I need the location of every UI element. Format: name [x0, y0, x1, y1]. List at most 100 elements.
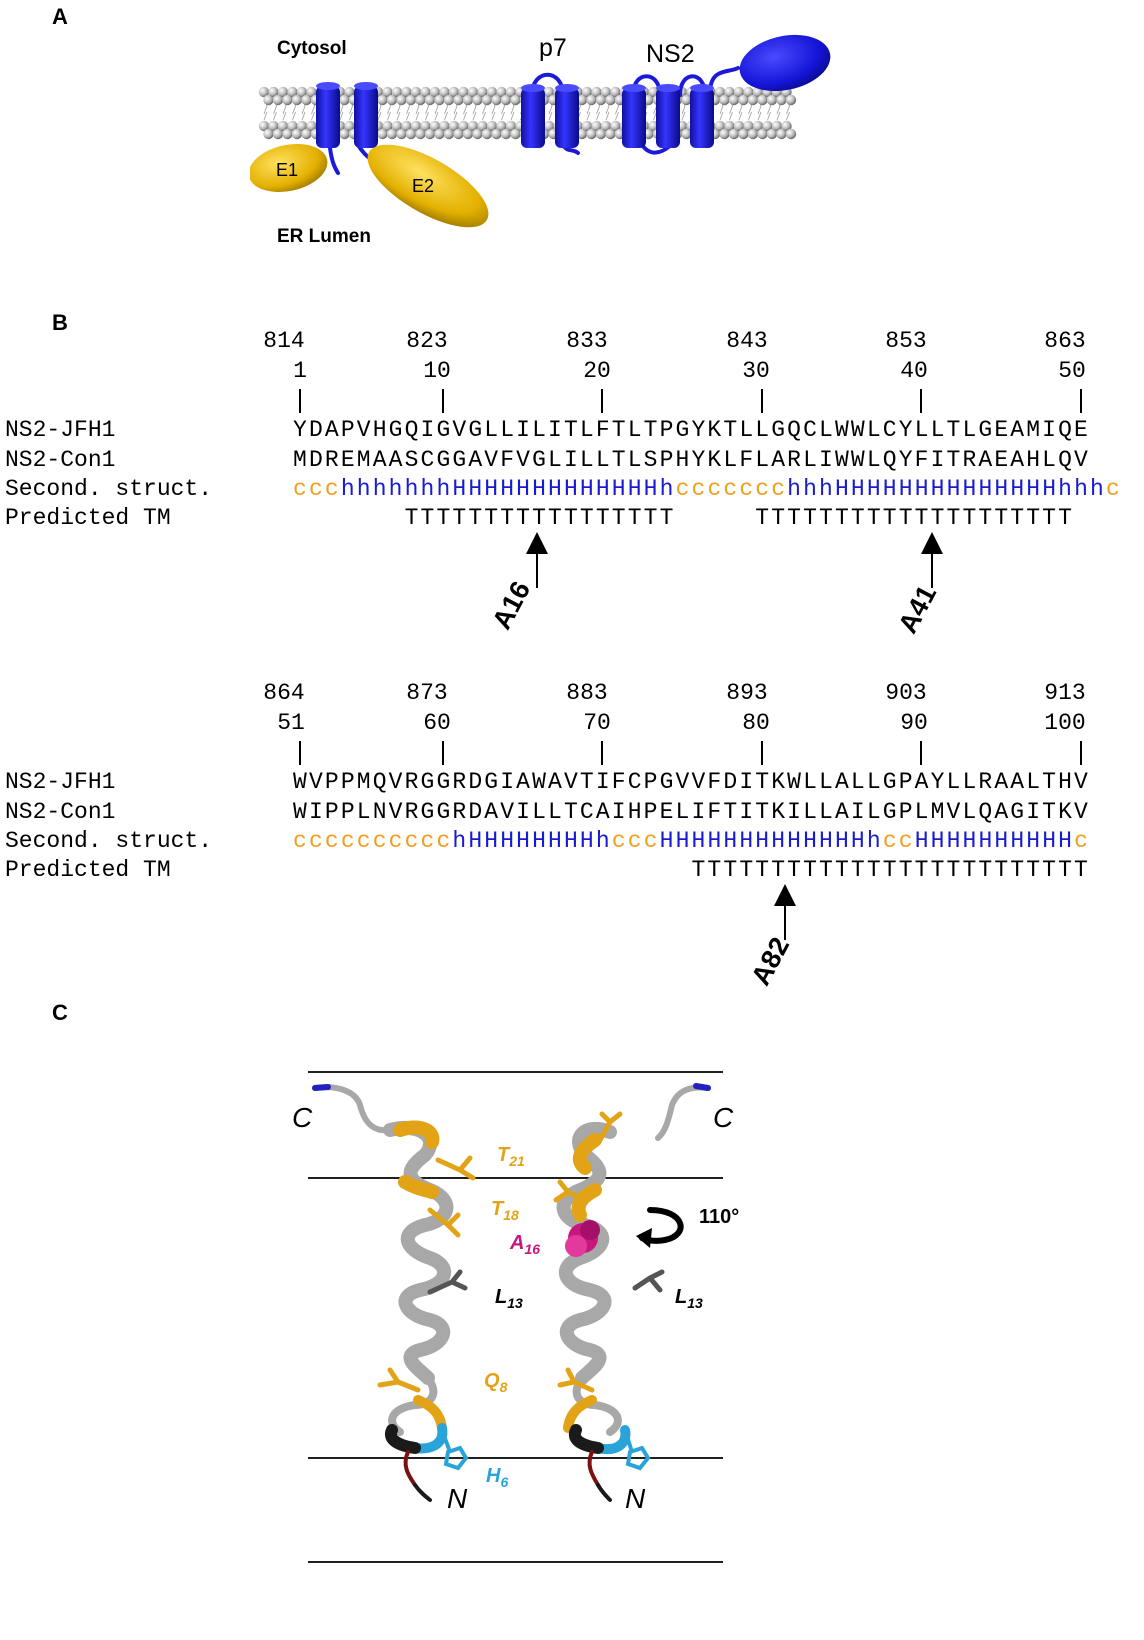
- position-tick: [442, 741, 444, 765]
- lipid-head: [287, 86, 298, 98]
- row-label-secondary-structure: Second. struct.: [5, 828, 213, 854]
- lipid-head: [386, 128, 398, 140]
- left-sidechain-t21: [435, 1155, 476, 1181]
- lipid-head: [776, 128, 787, 140]
- position-tick: [761, 389, 763, 413]
- lipid-head: [500, 94, 512, 106]
- lipid-head: [306, 120, 317, 132]
- position-tick: [442, 389, 444, 413]
- sequence-con1: MDREMAASCGGAVFVGLILLTLSPHYKLFLARLIWWLQYF…: [293, 447, 1090, 473]
- left-sidechain-l13: [427, 1269, 468, 1295]
- position-tick: [920, 389, 922, 413]
- lipid-head: [434, 94, 445, 106]
- left-sidechain-h6: [440, 1429, 469, 1471]
- p7-tm-helix-2: [555, 84, 579, 148]
- lipid-head: [453, 94, 464, 106]
- lipid-head: [396, 128, 407, 140]
- lipid-head: [595, 94, 607, 106]
- lipid-head: [600, 120, 612, 132]
- position-tick: [920, 741, 922, 765]
- lipid-head: [296, 120, 308, 132]
- lipid-head: [747, 94, 759, 106]
- lipid-head: [500, 128, 512, 140]
- lipid-head: [263, 94, 274, 106]
- right-c-terminus-label: C: [713, 1102, 734, 1133]
- cytosol-label: Cytosol: [277, 38, 347, 59]
- residue-number-bottom: 1: [293, 358, 307, 384]
- residue-number-top: 893: [726, 680, 768, 706]
- p7-tm-helix-1: [521, 84, 545, 148]
- lipid-head: [439, 86, 450, 98]
- lipid-head: [595, 128, 607, 140]
- panel-c-label: C: [52, 1000, 68, 1025]
- lipid-head: [586, 94, 597, 106]
- lipid-head: [377, 128, 388, 140]
- lipid-head: [420, 120, 431, 132]
- lipid-head: [282, 128, 293, 140]
- lipid-head: [391, 120, 403, 132]
- lipid-head: [757, 94, 768, 106]
- residue-label-a16: A16: [510, 1232, 541, 1257]
- lipid-head: [477, 86, 488, 98]
- predicted-tm: TTTTTTTTTTTTTTTTT TTTTTTTTTTTTTTTTTTTT: [293, 505, 1075, 531]
- row-label-jfh1: NS2-JFH1: [5, 769, 116, 795]
- lipid-head: [339, 128, 350, 140]
- position-tick: [601, 389, 603, 413]
- lipid-head: [458, 120, 469, 132]
- lipid-head: [258, 120, 270, 132]
- lipid-head: [344, 86, 355, 98]
- lipid-head: [462, 128, 474, 140]
- coil-segment: cc: [882, 828, 915, 854]
- residue-number-top: 864: [263, 680, 305, 706]
- e1-label: E1: [276, 160, 299, 180]
- lipid-head: [415, 94, 426, 106]
- right-sidechain-l13: [632, 1269, 665, 1293]
- lipid-head: [301, 128, 312, 140]
- helix-segment: HHHHHHHHHH: [914, 828, 1075, 854]
- coil-segment: cccccccccc: [293, 828, 453, 854]
- lipid-head: [306, 86, 317, 98]
- rotation-angle-label: 110°: [699, 1206, 740, 1228]
- lipid-head: [415, 128, 426, 140]
- lipid-head: [258, 86, 270, 98]
- position-tick: [1080, 741, 1082, 765]
- lipid-head: [291, 94, 303, 106]
- ns2-protease-domain: [739, 34, 831, 92]
- lipid-head: [443, 128, 455, 140]
- lipid-head: [472, 94, 483, 106]
- panel-b-label: B: [52, 310, 68, 335]
- lipid-head: [339, 94, 350, 106]
- lipid-head: [382, 86, 393, 98]
- sequence-con1: WIPPLNVRGGRDAVILLTCAIHPELIFTITKILLAILGPL…: [293, 799, 1090, 825]
- lipid-head: [771, 120, 783, 132]
- lipid-head: [581, 120, 593, 132]
- secondary-structure: ccchhhhhhhHHHHHHHHHHHHHhccccccchhhHHHHHH…: [293, 476, 1122, 502]
- lipid-head: [382, 120, 393, 132]
- e2-ectodomain: [367, 144, 489, 228]
- lipid-head: [405, 128, 417, 140]
- lipid-head: [272, 94, 284, 106]
- lipid-head: [263, 128, 274, 140]
- lipid-head: [386, 94, 398, 106]
- right-sidechain-t21: [597, 1111, 623, 1143]
- lipid-head: [600, 86, 612, 98]
- arrow-a82: [774, 884, 796, 940]
- lipid-head: [448, 86, 460, 98]
- lipid-head: [486, 120, 498, 132]
- coil-segment: ccc: [611, 828, 660, 854]
- lipid-head: [576, 94, 588, 106]
- lipid-head: [505, 120, 517, 132]
- lipid-head: [781, 120, 792, 132]
- residue-number-bottom: 30: [742, 358, 770, 384]
- lipid-head: [467, 120, 479, 132]
- residue-number-top: 863: [1044, 328, 1086, 354]
- lipid-head: [472, 128, 483, 140]
- e2-label: E2: [412, 176, 435, 196]
- lipid-head: [420, 86, 431, 98]
- lipid-head: [462, 94, 474, 106]
- helix-segment: hhhhhhhHHHHHHHHHHHHHh: [340, 476, 676, 502]
- lipid-head: [581, 86, 593, 98]
- lipid-head: [291, 128, 303, 140]
- lipid-head: [410, 86, 422, 98]
- lipid-head: [738, 94, 749, 106]
